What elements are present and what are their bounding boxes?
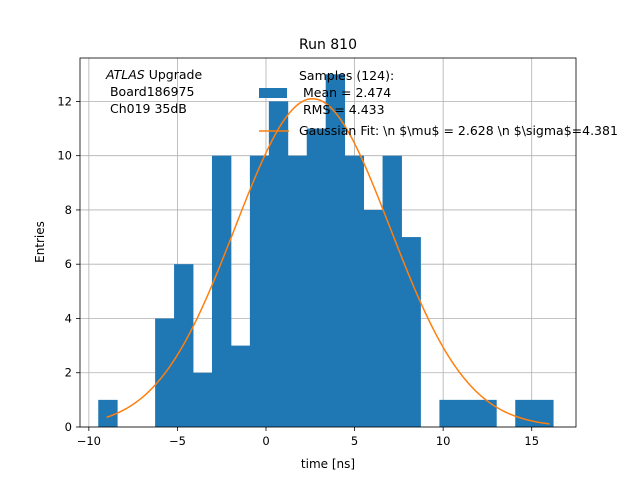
histogram-bar <box>287 155 308 428</box>
legend-fit-label: Gaussian Fit: \n $\mu$ = 2.628 \n $\sigm… <box>299 123 618 138</box>
x-tick-label: −10 <box>77 434 101 448</box>
histogram-bar <box>211 155 232 428</box>
x-tick-label: 10 <box>436 434 451 448</box>
legend-hist-swatch <box>259 88 287 98</box>
gaussian-fit <box>106 97 550 425</box>
plot-frame <box>79 57 577 428</box>
histogram-bars <box>98 74 554 428</box>
histogram-bar <box>477 399 497 427</box>
y-axis-label: Entries <box>33 221 47 263</box>
histogram-bar <box>439 399 459 427</box>
y-tick-label: 2 <box>65 366 72 380</box>
x-axis-ticks: −10 −5 0 5 10 15 <box>77 427 539 448</box>
histogram-bar <box>98 399 118 427</box>
histogram-bar <box>268 101 289 427</box>
legend-hist-label-2: Mean = 2.474 <box>299 85 391 100</box>
x-tick-label: −5 <box>169 434 186 448</box>
x-tick-label: 15 <box>524 434 539 448</box>
y-tick-label: 8 <box>65 203 72 217</box>
chart-title: Run 810 <box>299 37 357 53</box>
histogram-bar <box>325 74 346 427</box>
x-tick-label: 5 <box>351 434 358 448</box>
histogram-bar <box>458 399 478 427</box>
legend-hist-label-1: Samples (124): <box>299 68 394 83</box>
histogram-bar <box>193 372 213 427</box>
histogram-bar <box>230 345 251 427</box>
histogram-bar <box>306 128 327 427</box>
histogram-bar <box>515 399 535 427</box>
y-tick-label: 4 <box>65 311 72 325</box>
histogram-bar <box>344 155 365 428</box>
x-axis-label: time [ns] <box>301 457 355 471</box>
legend: Samples (124): Mean = 2.474 RMS = 4.433 … <box>259 68 618 138</box>
channel-label: Ch019 35dB <box>106 101 187 116</box>
histogram-bar <box>382 155 402 428</box>
histogram-bar <box>249 155 270 428</box>
histogram-bar <box>534 399 554 427</box>
y-tick-label: 10 <box>57 149 72 163</box>
y-axis-ticks: 0 2 4 6 8 10 12 <box>57 94 80 434</box>
atlas-label: ATLAS <box>105 67 145 82</box>
y-tick-label: 0 <box>65 420 72 434</box>
histogram-bar <box>363 209 383 427</box>
gaussian-fit-line <box>106 97 550 425</box>
y-tick-label: 12 <box>57 94 72 108</box>
upgrade-label: Upgrade <box>145 67 203 82</box>
histogram-bar <box>401 237 421 427</box>
x-tick-label: 0 <box>262 434 269 448</box>
board-label: Board186975 <box>106 84 194 99</box>
y-tick-label: 6 <box>65 257 72 271</box>
legend-hist-label-3: RMS = 4.433 <box>299 102 385 117</box>
atlas-annotation: ATLAS Upgrade <box>105 67 202 82</box>
